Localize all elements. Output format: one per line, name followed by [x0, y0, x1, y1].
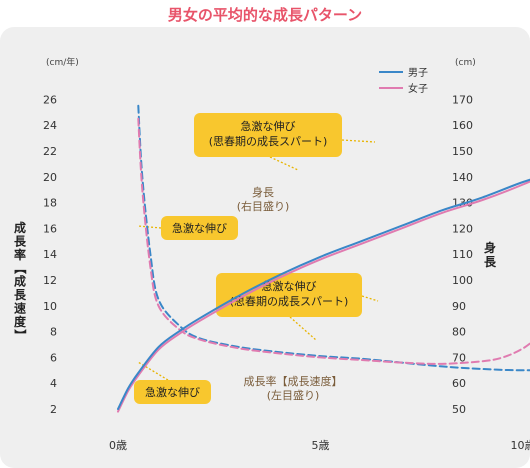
- legend-label: 女子: [408, 82, 428, 95]
- axis-title-char: 長: [14, 287, 27, 302]
- chart-panel: [0, 27, 530, 468]
- axis-title-char: 度: [14, 314, 27, 329]
- left-tick-label: 6: [50, 351, 57, 364]
- height-line-girls: [117, 180, 530, 413]
- axis-title-char: 身: [484, 240, 496, 255]
- right-tick-label: 140: [452, 171, 473, 184]
- annotation-label: 成長率【成長速度】(左目盛り): [244, 374, 343, 402]
- left-tick-label: 26: [43, 93, 57, 106]
- annotation-text: 身長: [252, 185, 274, 199]
- left-tick-label: 8: [50, 326, 57, 339]
- annotation-text: 急激な伸び: [262, 279, 317, 293]
- annotation-callout: 急激な伸び: [161, 216, 238, 240]
- callout-box: [216, 273, 362, 317]
- axis-title-char: 】: [13, 329, 28, 341]
- axis-title-char: 成: [14, 220, 26, 235]
- axis-title-char: 成: [14, 274, 26, 289]
- left-tick-label: 22: [43, 145, 57, 158]
- left-tick-label: 4: [50, 377, 57, 390]
- right-axis-title: 身長: [484, 240, 497, 269]
- axis-title-char: 長: [14, 233, 27, 248]
- annotation-text: 急激な伸び: [172, 221, 227, 235]
- annotation-callout: 急激な伸び: [134, 380, 211, 404]
- right-tick-label: 70: [452, 351, 466, 364]
- annotation-text: 急激な伸び: [241, 119, 296, 133]
- annotation-text: (思春期の成長スパート): [209, 135, 328, 148]
- left-tick-label: 14: [43, 248, 57, 261]
- right-tick-label: 80: [452, 326, 466, 339]
- right-tick-label: 160: [452, 119, 473, 132]
- right-axis-unit: (cm): [455, 58, 476, 68]
- callout-box: [194, 113, 342, 157]
- right-tick-label: 50: [452, 403, 466, 416]
- annotation-text: (左目盛り): [267, 388, 320, 402]
- left-tick-label: 2: [50, 403, 57, 416]
- legend-label: 男子: [408, 67, 428, 79]
- left-tick-label: 20: [43, 171, 57, 184]
- x-tick-label: 0歳: [109, 439, 127, 452]
- left-tick-label: 10: [43, 300, 57, 313]
- right-tick-label: 110: [452, 248, 473, 261]
- annotation-label: 身長(右目盛り): [237, 185, 290, 213]
- axis-title-char: 率: [14, 247, 26, 262]
- annotation-text: 急激な伸び: [145, 385, 200, 399]
- annotation-callout: 急激な伸び (思春期の成長スパート): [216, 273, 362, 317]
- right-tick-label: 150: [452, 145, 473, 158]
- annotation-text: 成長率【成長速度】: [244, 374, 343, 388]
- left-axis-unit: (cm/年): [46, 56, 79, 68]
- annotation-callout: 急激な伸び (思春期の成長スパート): [194, 113, 342, 157]
- annotation-text: (思春期の成長スパート): [230, 295, 349, 308]
- growth-rate-line-boys: [137, 104, 530, 372]
- callout-box: [161, 216, 238, 240]
- left-axis-title: 成長率【成長速度】: [13, 220, 28, 341]
- right-tick-label: 60: [452, 377, 466, 390]
- callout-leader: [269, 156, 299, 171]
- callout-leader: [341, 139, 376, 143]
- left-tick-label: 18: [43, 197, 57, 210]
- left-tick-label: 12: [43, 274, 57, 287]
- annotation-text: (右目盛り): [237, 199, 290, 213]
- height-line-boys: [117, 178, 530, 410]
- chart-title: 男女の平均的な成長パターン: [167, 6, 363, 24]
- right-tick-label: 100: [452, 274, 473, 287]
- axis-title-char: 【: [13, 262, 28, 274]
- callout-leader: [361, 295, 379, 302]
- x-tick-label: 10歳: [511, 439, 530, 452]
- left-tick-label: 24: [43, 119, 57, 132]
- growth-rate-line-girls: [137, 117, 530, 365]
- left-tick-label: 16: [43, 222, 57, 235]
- right-tick-label: 170: [452, 93, 473, 106]
- callout-leader: [289, 316, 317, 341]
- callout-leader: [137, 225, 162, 229]
- right-tick-label: 120: [452, 222, 473, 235]
- axis-title-char: 長: [484, 254, 497, 269]
- right-tick-label: 90: [452, 300, 466, 313]
- axis-title-char: 速: [14, 300, 26, 315]
- x-tick-label: 5歳: [312, 439, 330, 452]
- callout-box: [134, 380, 211, 404]
